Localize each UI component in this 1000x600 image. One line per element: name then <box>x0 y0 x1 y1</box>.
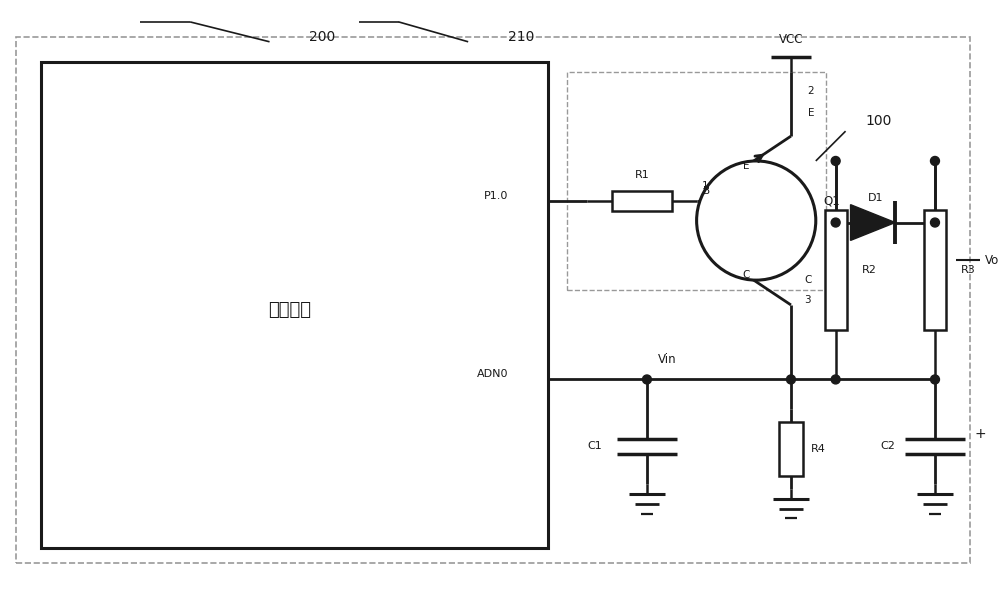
Text: R4: R4 <box>811 444 826 454</box>
Bar <box>612 191 672 211</box>
Text: R2: R2 <box>861 265 876 275</box>
Text: Q1: Q1 <box>824 194 840 207</box>
Circle shape <box>697 161 816 280</box>
Text: 2: 2 <box>808 86 814 97</box>
Circle shape <box>831 218 840 227</box>
Circle shape <box>831 375 840 384</box>
Text: 210: 210 <box>508 30 534 44</box>
Text: R1: R1 <box>635 170 649 180</box>
Text: Vin: Vin <box>658 353 676 366</box>
Circle shape <box>786 375 795 384</box>
Text: P1.0: P1.0 <box>484 191 508 201</box>
Text: 微处理器: 微处理器 <box>268 301 311 319</box>
Text: 200: 200 <box>309 30 336 44</box>
Text: E: E <box>743 161 750 171</box>
Text: C1: C1 <box>588 441 602 451</box>
Circle shape <box>831 157 840 166</box>
Circle shape <box>642 375 651 384</box>
Text: R3: R3 <box>961 265 976 275</box>
Bar <box>41 62 548 548</box>
Text: E: E <box>808 108 814 118</box>
Circle shape <box>931 218 939 227</box>
Bar <box>16 37 970 563</box>
Text: B: B <box>703 186 710 196</box>
Text: D1: D1 <box>868 193 883 203</box>
Text: 1: 1 <box>702 181 708 191</box>
Circle shape <box>931 157 939 166</box>
Text: +: + <box>975 427 986 441</box>
Text: ADN0: ADN0 <box>476 370 508 379</box>
Bar <box>924 210 946 330</box>
Bar <box>779 422 803 476</box>
Text: 100: 100 <box>865 114 892 128</box>
Polygon shape <box>851 205 895 241</box>
Text: C: C <box>743 270 750 280</box>
Bar <box>567 71 826 290</box>
Text: VCC: VCC <box>779 33 803 46</box>
Text: Vo: Vo <box>985 254 999 267</box>
Bar <box>825 210 847 330</box>
Text: 3: 3 <box>805 295 811 305</box>
Text: C: C <box>804 275 812 285</box>
Text: C2: C2 <box>880 441 895 451</box>
Circle shape <box>931 375 939 384</box>
